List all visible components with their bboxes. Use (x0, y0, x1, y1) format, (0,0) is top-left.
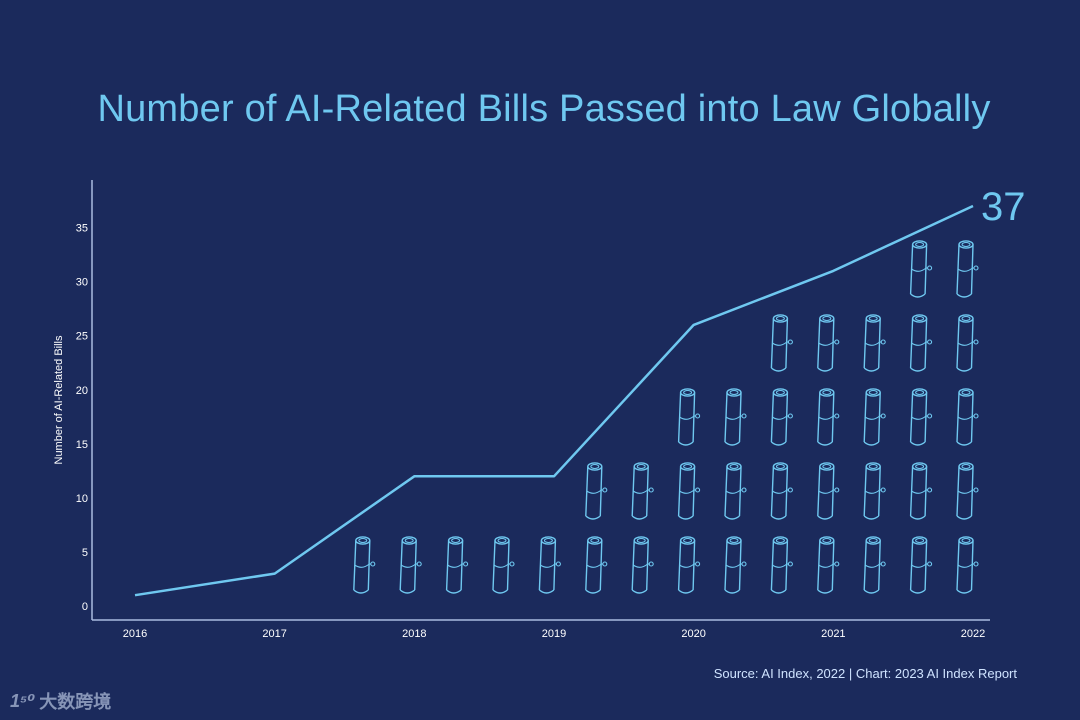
pictogram-layer (353, 240, 979, 594)
scroll-icon (909, 314, 933, 372)
scroll-icon (724, 462, 747, 520)
axes (91, 180, 990, 621)
y-tick-label: 35 (76, 223, 88, 235)
scroll-icon (399, 536, 422, 594)
scroll-icon (770, 388, 794, 446)
scroll-icon (770, 462, 794, 520)
scroll-icon (631, 462, 654, 520)
scroll-icon (770, 314, 794, 372)
scroll-icon (863, 536, 886, 594)
series-line (134, 204, 974, 597)
scroll-icon (909, 240, 933, 298)
scroll-icon (445, 536, 469, 594)
scroll-icon (817, 462, 840, 520)
scroll-icon (492, 536, 515, 594)
scroll-icon (956, 462, 979, 520)
y-axis-label: Number of AI-Related Bills (53, 335, 65, 464)
scroll-icon (863, 462, 886, 520)
scroll-icon (817, 388, 840, 446)
scroll-icon (909, 536, 933, 594)
y-tick-label: 20 (76, 385, 88, 397)
end-value-annotation: 37 (981, 185, 1026, 229)
y-tick-label: 30 (76, 277, 88, 289)
watermark: 1⁵⁰ 大数跨境 (10, 688, 111, 714)
scroll-icon (677, 462, 701, 520)
y-tick-label: 15 (76, 439, 88, 451)
chart-title: Number of AI-Related Bills Passed into L… (97, 88, 991, 130)
scroll-icon (863, 388, 886, 446)
scroll-icon (724, 388, 747, 446)
scroll-icon (677, 388, 701, 446)
y-tick-labels: 0 5 10 15 20 25 30 35 (76, 223, 88, 613)
scroll-icon (909, 462, 933, 520)
watermark-text: 大数跨境 (39, 692, 112, 712)
x-tick-label: 2020 (681, 628, 705, 640)
x-tick-label: 2021 (821, 628, 845, 640)
scroll-icon (631, 536, 654, 594)
x-tick-label: 2022 (961, 628, 985, 640)
source-note: Source: AI Index, 2022 | Chart: 2023 AI … (713, 666, 1017, 681)
y-tick-label: 25 (76, 331, 88, 343)
y-tick-label: 5 (82, 547, 88, 559)
scroll-icon (817, 536, 840, 594)
x-tick-labels: 2016 2017 2018 2019 2020 2021 2022 (123, 628, 985, 640)
y-tick-label: 10 (76, 493, 88, 505)
scroll-icon (956, 536, 979, 594)
scroll-icon (353, 536, 376, 594)
watermark-logo: 1⁵⁰ (10, 690, 36, 711)
x-tick-label: 2019 (542, 628, 566, 640)
scroll-icon (956, 388, 979, 446)
scroll-icon (863, 314, 886, 372)
y-tick-label: 0 (82, 601, 88, 613)
scroll-icon (538, 536, 562, 594)
x-tick-label: 2018 (402, 628, 426, 640)
scroll-icon (770, 536, 794, 594)
scroll-icon (585, 536, 608, 594)
scroll-icon (817, 314, 840, 372)
scroll-icon (677, 536, 701, 594)
scroll-icon (585, 462, 608, 520)
scroll-icon (956, 240, 979, 298)
scroll-icon (909, 388, 933, 446)
x-tick-label: 2017 (262, 628, 286, 640)
x-tick-label: 2016 (123, 628, 147, 640)
scroll-icon (956, 314, 979, 372)
scroll-icon (724, 536, 747, 594)
